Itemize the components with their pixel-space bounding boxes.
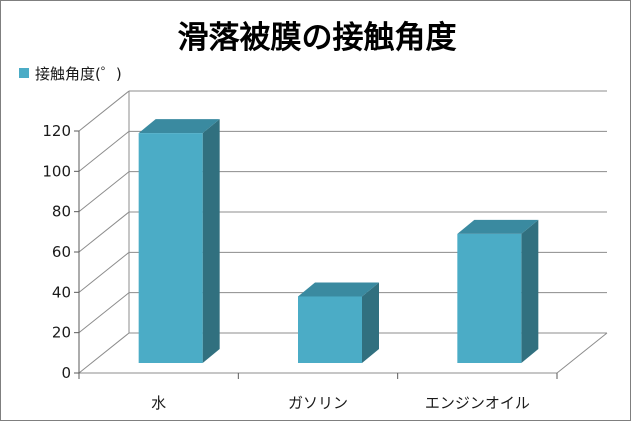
y-tick-label: 120 <box>42 122 71 140</box>
gridline-side <box>78 90 130 132</box>
y-tick-label: 40 <box>52 283 71 301</box>
gridline-side <box>78 130 130 172</box>
bar-top <box>298 282 379 297</box>
category-label: ガソリン <box>288 394 348 412</box>
gridline-side <box>78 251 130 293</box>
bar-top <box>457 219 539 234</box>
ticks-layer: 0 20 40 60 80 100 120 <box>42 122 71 382</box>
gridline-side <box>78 211 130 253</box>
y-tick-label: 0 <box>61 364 71 382</box>
gridline-side <box>78 292 130 334</box>
legend: 接触角度(゜) <box>19 65 122 83</box>
bars-layer <box>138 119 539 363</box>
bar-top <box>138 119 220 134</box>
axis-layer <box>74 130 558 379</box>
bar-front <box>138 133 203 363</box>
bar-side <box>521 219 539 363</box>
bar-2 <box>457 219 539 363</box>
chart-title: 滑落被膜の接触角度 <box>178 20 457 56</box>
category-label: エンジンオイル <box>425 394 530 412</box>
bar-front <box>298 296 362 363</box>
bar-side <box>202 119 220 363</box>
bar-front <box>457 233 522 363</box>
cats-layer: 水 ガソリン エンジンオイル <box>151 394 530 412</box>
bar-1 <box>298 282 379 363</box>
bar-0 <box>138 119 220 363</box>
y-tick-label: 80 <box>52 203 71 221</box>
y-tick-label: 60 <box>52 243 71 261</box>
category-label: 水 <box>151 394 166 412</box>
y-tick-label: 20 <box>52 324 71 342</box>
bar-side <box>362 282 379 363</box>
legend-label: 接触角度(゜) <box>35 65 122 83</box>
gridline-side <box>78 332 130 374</box>
gridline-side <box>78 171 130 213</box>
y-tick-label: 100 <box>42 162 71 180</box>
legend-swatch <box>19 68 29 78</box>
